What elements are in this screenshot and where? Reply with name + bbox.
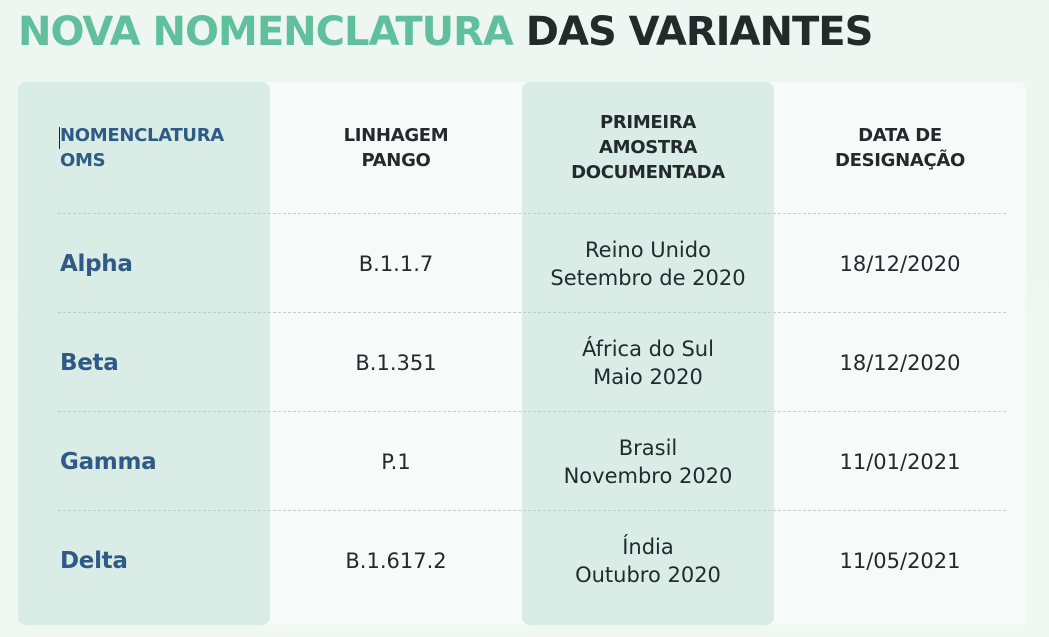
variant-name: Alpha bbox=[60, 250, 133, 277]
text-cursor bbox=[59, 127, 60, 149]
title-accent: NOVA NOMENCLATURA bbox=[18, 9, 514, 55]
column-highlight-who bbox=[18, 82, 270, 625]
header-line: DATA DE bbox=[858, 124, 942, 146]
table-row: Alpha B.1.1.7 Reino Unido Setembro de 20… bbox=[18, 214, 1026, 313]
row-divider bbox=[58, 312, 1006, 313]
variant-name: Beta bbox=[60, 349, 119, 376]
header-first-sample: PRIMEIRA AMOSTRA DOCUMENTADA bbox=[522, 82, 774, 213]
sample-country: Índia bbox=[622, 534, 674, 559]
header-who-name: NOMENCLATURA OMS bbox=[18, 82, 270, 213]
table-row: Gamma P.1 Brasil Novembro 2020 11/01/202… bbox=[18, 412, 1026, 511]
row-divider bbox=[58, 411, 1006, 412]
column-bg-date bbox=[778, 82, 1026, 625]
designation-date: 18/12/2020 bbox=[839, 350, 961, 375]
sample-date: Outubro 2020 bbox=[575, 562, 721, 587]
table-header-row: NOMENCLATURA OMS LINHAGEM PANGO PRIMEIRA… bbox=[18, 82, 1026, 213]
pango-lineage: B.1.1.7 bbox=[358, 251, 434, 276]
column-bg-pango bbox=[274, 82, 520, 625]
sample-date: Maio 2020 bbox=[593, 364, 703, 389]
header-line: DESIGNAÇÃO bbox=[834, 149, 966, 171]
variant-name: Gamma bbox=[60, 448, 157, 475]
variants-table: NOMENCLATURA OMS LINHAGEM PANGO PRIMEIRA… bbox=[18, 82, 1026, 625]
variant-name: Delta bbox=[60, 547, 128, 574]
header-line: DOCUMENTADA bbox=[571, 162, 725, 183]
header-pango-lineage: LINHAGEM PANGO bbox=[270, 82, 522, 213]
sample-country: África do Sul bbox=[582, 336, 714, 361]
designation-date: 11/01/2021 bbox=[839, 449, 961, 474]
sample-country: Brasil bbox=[618, 435, 678, 460]
designation-date: 11/05/2021 bbox=[839, 548, 961, 573]
table-row: Beta B.1.351 África do Sul Maio 2020 18/… bbox=[18, 313, 1026, 412]
column-highlight-sample bbox=[522, 82, 774, 625]
designation-date: 18/12/2020 bbox=[839, 251, 961, 276]
row-divider bbox=[58, 510, 1006, 511]
header-line: OMS bbox=[60, 149, 106, 171]
row-divider bbox=[58, 213, 1006, 214]
header-line: NOMENCLATURA bbox=[60, 124, 224, 146]
header-designation-date: DATA DE DESIGNAÇÃO bbox=[774, 82, 1026, 213]
pango-lineage: P.1 bbox=[381, 449, 411, 474]
sample-country: Reino Unido bbox=[585, 237, 711, 262]
header-line: PANGO bbox=[361, 149, 431, 171]
header-line: LINHAGEM bbox=[343, 124, 449, 146]
page-title: NOVA NOMENCLATURA DAS VARIANTES bbox=[18, 6, 874, 58]
pango-lineage: B.1.351 bbox=[355, 350, 437, 375]
pango-lineage: B.1.617.2 bbox=[345, 548, 447, 573]
header-line: PRIMEIRA bbox=[599, 112, 697, 133]
header-line: AMOSTRA bbox=[598, 137, 698, 158]
sample-date: Setembro de 2020 bbox=[550, 265, 746, 290]
title-rest: DAS VARIANTES bbox=[525, 9, 874, 55]
table-row: Delta B.1.617.2 Índia Outubro 2020 11/05… bbox=[18, 511, 1026, 610]
sample-date: Novembro 2020 bbox=[563, 463, 733, 488]
